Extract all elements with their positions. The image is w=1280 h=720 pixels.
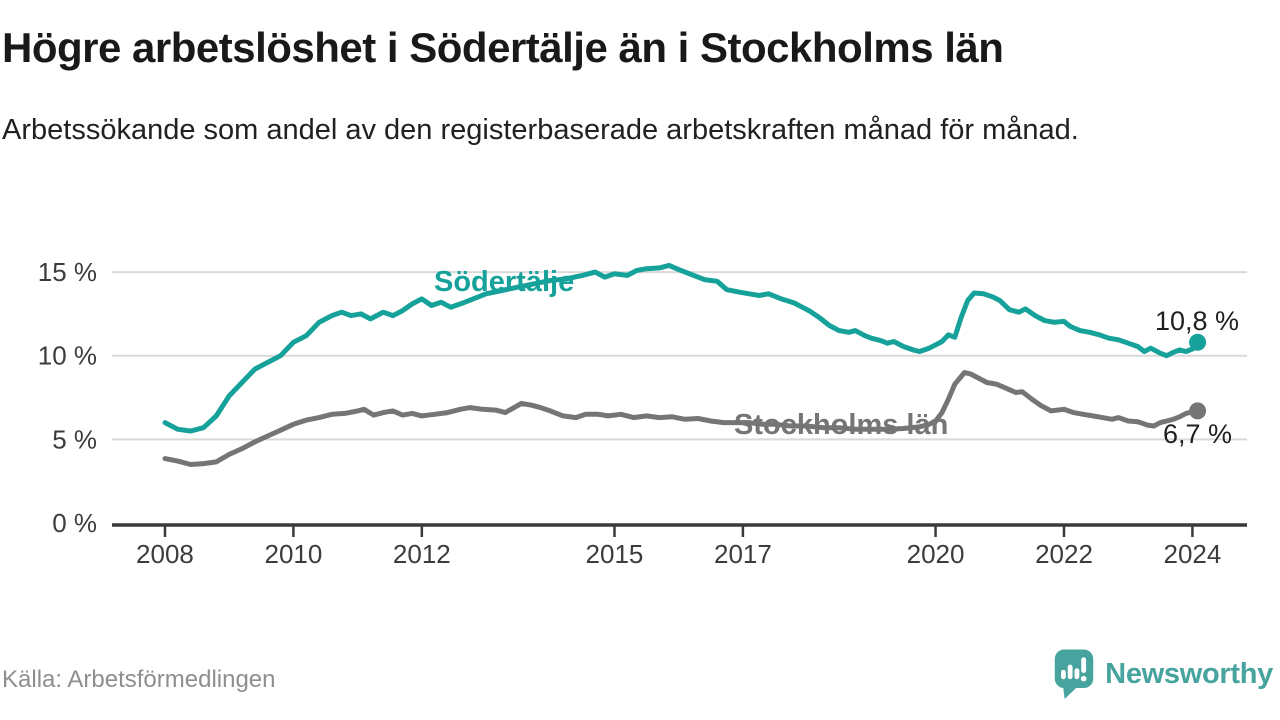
y-tick-label-5: 5 % — [52, 424, 97, 454]
x-tick-label-2022: 2022 — [1035, 539, 1093, 569]
end-value-label-sodertalje: 10,8 % — [1155, 306, 1240, 336]
end-dot-sodertalje — [1189, 333, 1207, 351]
series-label-stockholms-lan: Stockholms län — [734, 409, 949, 441]
x-tick-label-2008: 2008 — [136, 539, 194, 569]
page-title: Högre arbetslöshet i Södertälje än i Sto… — [2, 24, 1004, 71]
axis-group: 0 % 5 % 10 % 15 % 2008 2010 2012 2015 2017 2020 20… — [38, 257, 1247, 569]
x-tick-label-2017: 2017 — [714, 539, 772, 569]
brand-logo: Newsworthy — [1053, 648, 1273, 700]
x-tick-label-2015: 2015 — [586, 539, 644, 569]
series-label-sodertalje: Södertälje — [434, 266, 575, 298]
x-tick-label-2010: 2010 — [264, 539, 322, 569]
source-note: Källa: Arbetsförmedlingen — [2, 666, 276, 693]
y-tick-label-10: 10 % — [38, 341, 97, 371]
x-tick-label-2020: 2020 — [907, 539, 965, 569]
newsworthy-icon — [1054, 649, 1094, 699]
brand-name: Newsworthy — [1105, 657, 1273, 690]
x-tick-label-2024: 2024 — [1163, 539, 1221, 569]
series-line-sodertalje — [162, 262, 1201, 434]
page-subtitle: Arbetssökande som andel av den registerb… — [2, 114, 1079, 146]
y-tick-label-15: 15 % — [38, 257, 97, 287]
end-dot-stockholms-lan — [1189, 402, 1207, 420]
y-tick-label-0: 0 % — [52, 508, 97, 538]
end-value-label-stockholms-lan: 6,7 % — [1163, 419, 1233, 449]
series-group — [162, 262, 1207, 467]
x-tick-label-2012: 2012 — [393, 539, 451, 569]
series-line-stockholms-lan — [162, 370, 1201, 467]
